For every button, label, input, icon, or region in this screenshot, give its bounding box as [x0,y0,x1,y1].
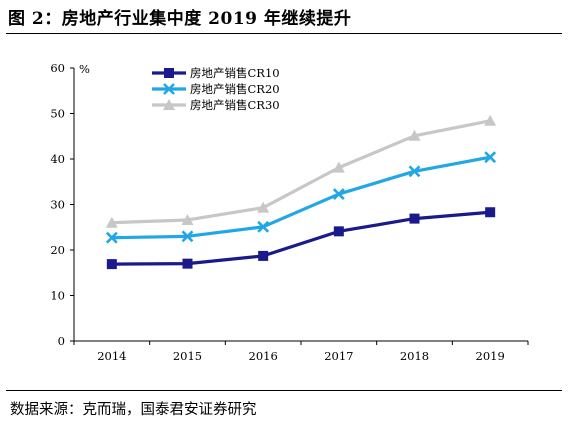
series-cr20 [105,151,497,244]
data-point [409,213,420,224]
legend-label: 房地产销售CR10 [190,66,280,80]
data-point [485,207,496,218]
data-point [257,201,270,213]
y-ticks: 0 10 20 30 40 50 60 [50,61,74,348]
x-marker-stroke [105,231,118,244]
data-point [408,165,421,178]
y-tick-label: 10 [50,289,65,303]
legend-marker [164,68,174,78]
data-point [105,216,118,228]
data-point [181,230,194,243]
series-cr10 [106,207,496,270]
series-line [111,210,491,266]
data-source-note: 数据来源：克而瑞，国泰君安证券研究 [10,402,257,418]
data-point [181,213,194,225]
x-tick-label: 2016 [249,349,278,363]
legend-marker [163,83,175,95]
legend-item: 房地产销售CR10 [152,66,280,80]
legend-marker [163,99,175,110]
data-point [332,188,345,200]
series-line [111,119,491,225]
x-tick-label: 2014 [97,349,126,363]
figure-title: 图 2：房地产行业集中度 2019 年继续提升 [8,9,352,29]
x-marker-stroke [332,188,345,200]
data-point [408,129,421,141]
x-tick-label: 2017 [324,349,353,363]
line-chart: 0 10 20 30 40 50 60 2014 2015 2016 2017 2018 2019 %… [50,61,529,363]
x-marker-stroke [408,165,421,178]
x-ticks: 2014 2015 2016 2017 2018 2019 [73,341,529,363]
series-layer [105,114,497,270]
chart-axes: 0 10 20 30 40 50 60 2014 2015 2016 2017 2018 2019 % [50,61,529,363]
y-tick-label: 20 [50,243,65,257]
title-divider [6,33,562,34]
legend-label: 房地产销售CR30 [190,98,280,112]
y-tick-label: 50 [50,107,65,121]
legend-item: 房地产销售CR20 [152,82,280,96]
x-marker-stroke [257,220,270,233]
x-tick-label: 2019 [476,349,505,363]
y-tick-label: 0 [58,334,65,348]
y-tick-label: 40 [50,152,65,166]
y-tick-label: 60 [50,61,65,75]
source-divider [6,390,562,391]
x-marker-stroke [181,230,194,243]
data-point [484,151,497,164]
series-cr30 [105,114,497,228]
legend-label: 房地产销售CR20 [190,82,280,96]
series-line [111,155,491,240]
data-point [333,226,344,237]
data-point [332,161,345,173]
y-axis-unit-label: % [79,62,90,76]
data-point [105,231,118,244]
data-point [484,114,497,126]
data-point [182,258,193,269]
x-tick-label: 2018 [400,349,429,363]
data-point [258,250,269,261]
x-tick-label: 2015 [173,349,202,363]
y-tick-label: 30 [50,198,65,212]
x-marker-stroke [163,83,175,95]
chart-legend: 房地产销售CR10 房地产销售CR20 房地产销售CR30 [152,66,280,112]
data-point [257,220,270,233]
x-marker-stroke [484,151,497,164]
data-point [106,259,117,270]
legend-item: 房地产销售CR30 [152,98,280,112]
